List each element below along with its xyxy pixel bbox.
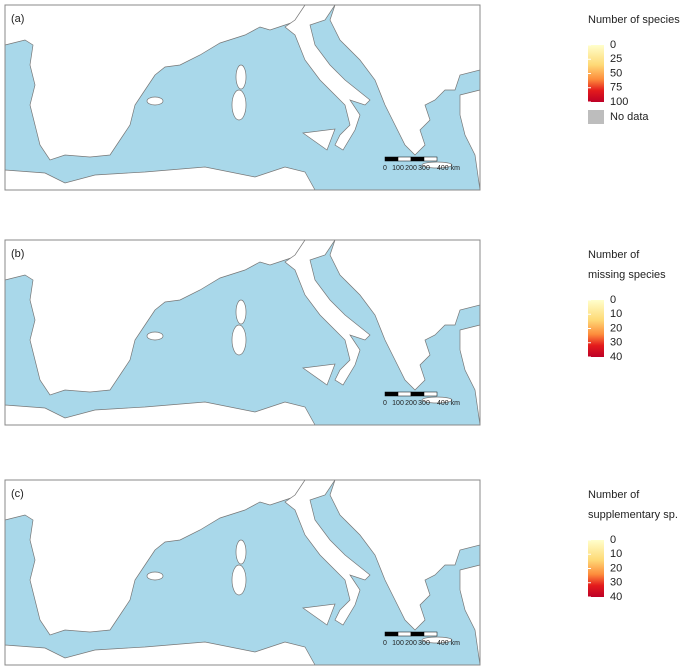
scale-bar: 0 100 200 300 400 km	[383, 631, 460, 647]
legend-tick-label: 50	[610, 67, 622, 79]
legend-tick-label: 75	[610, 82, 622, 94]
scale-label: 300	[418, 400, 430, 407]
label-box	[8, 485, 32, 501]
map-panel: (b) 0 100 200 300 400 km	[4, 239, 481, 426]
legend-title: Number of	[588, 249, 640, 261]
scale-segment	[397, 156, 412, 162]
scale-segment	[384, 631, 399, 637]
legend-tick-label: 10	[610, 308, 622, 320]
legend-tick-label: 30	[610, 577, 622, 589]
no-data-label: No data	[610, 111, 649, 123]
legend-title: supplementary sp.	[588, 509, 678, 521]
scale-label: 300	[418, 640, 430, 647]
legend-tick-label: 0	[610, 294, 616, 306]
legend-title: Number of species	[588, 14, 680, 26]
scale-label: 400 km	[437, 400, 460, 407]
scale-label: 0	[383, 640, 387, 647]
panel-border	[4, 239, 481, 426]
panel-label: (c)	[11, 488, 24, 500]
scale-label: 400 km	[437, 165, 460, 172]
scale-label: 100	[392, 400, 404, 407]
legend-colorbar	[588, 300, 604, 357]
panel-border	[4, 479, 481, 666]
legend-tick-label: 10	[610, 548, 622, 560]
scale-segment	[410, 391, 425, 397]
scale-bar: 0 100 200 300 400 km	[383, 156, 460, 172]
legend-tick-label: 20	[610, 322, 622, 334]
scale-segment	[423, 631, 438, 637]
scale-label: 300	[418, 165, 430, 172]
legend-tick-label: 0	[610, 39, 616, 51]
map-panel: (a) 0 100 200 300 400 km	[4, 4, 481, 191]
scale-bar: 0 100 200 300 400 km	[383, 391, 460, 407]
legend-title: Number of	[588, 489, 640, 501]
legend-tick-label: 40	[610, 591, 622, 603]
legend-tick-label: 0	[610, 534, 616, 546]
scale-segment	[397, 631, 412, 637]
scale-label: 400 km	[437, 640, 460, 647]
scale-segment	[397, 391, 412, 397]
no-data-swatch	[588, 110, 604, 124]
legend-tick-label: 30	[610, 337, 622, 349]
scale-segment	[410, 631, 425, 637]
legend-tick-label: 20	[610, 562, 622, 574]
panel-label: (a)	[11, 13, 24, 25]
legend-tick-label: 40	[610, 351, 622, 363]
legend-tick-label: 25	[610, 53, 622, 65]
map-panel: (c) 0 100 200 300 400 km	[4, 479, 481, 666]
label-box	[8, 245, 32, 261]
scale-label: 0	[383, 400, 387, 407]
scale-label: 200	[405, 400, 417, 407]
scale-label: 100	[392, 165, 404, 172]
label-box	[8, 10, 32, 26]
legend-tick-label: 100	[610, 96, 628, 108]
legend-colorbar	[588, 540, 604, 597]
scale-segment	[384, 391, 399, 397]
scale-segment	[410, 156, 425, 162]
scale-label: 100	[392, 640, 404, 647]
scale-label: 200	[405, 165, 417, 172]
scale-segment	[423, 156, 438, 162]
panel-border	[4, 4, 481, 191]
scale-segment	[423, 391, 438, 397]
legend-colorbar	[588, 45, 604, 102]
panel-label: (b)	[11, 248, 24, 260]
scale-label: 0	[383, 165, 387, 172]
scale-segment	[384, 156, 399, 162]
legend-title: missing species	[588, 269, 666, 281]
scale-label: 200	[405, 640, 417, 647]
